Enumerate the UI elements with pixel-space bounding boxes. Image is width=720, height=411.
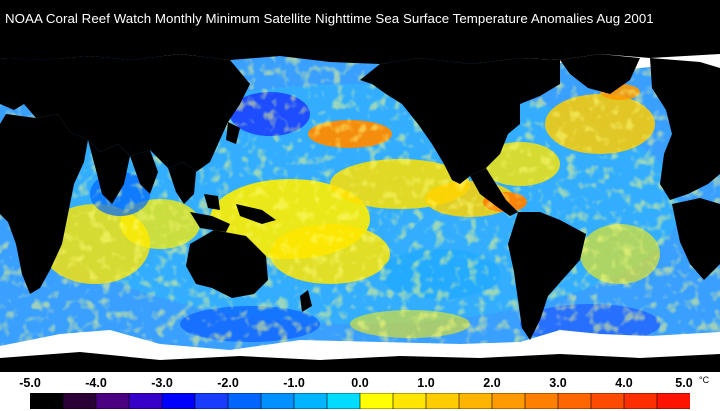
legend-unit: °C xyxy=(699,375,710,385)
legend-tick: -2.0 xyxy=(217,376,239,390)
legend-swatch xyxy=(590,393,625,409)
legend-tick: 5.0 xyxy=(675,376,693,390)
legend-tick: 3.0 xyxy=(549,376,567,390)
legend-swatch xyxy=(656,393,690,409)
legend-tick: 1.0 xyxy=(417,376,435,390)
legend-swatch xyxy=(194,393,229,409)
legend-swatch xyxy=(326,393,361,409)
legend-swatch xyxy=(491,393,526,409)
legend-colorbar xyxy=(30,393,690,409)
map-title: NOAA Coral Reef Watch Monthly Minimum Sa… xyxy=(5,11,654,26)
legend-swatch xyxy=(293,393,328,409)
legend-tick: -4.0 xyxy=(85,376,107,390)
legend-tick: 0.0 xyxy=(351,376,369,390)
legend-swatch xyxy=(227,393,262,409)
legend-swatch xyxy=(359,393,394,409)
legend-swatch xyxy=(524,393,559,409)
legend-tick: 4.0 xyxy=(615,376,633,390)
legend-tick: -1.0 xyxy=(283,376,305,390)
legend-swatch xyxy=(260,393,295,409)
legend-tick: -3.0 xyxy=(151,376,173,390)
legend-swatch xyxy=(458,393,493,409)
legend-swatch xyxy=(623,393,658,409)
legend-swatch xyxy=(557,393,592,409)
legend-swatch xyxy=(128,393,163,409)
legend-swatch xyxy=(95,393,130,409)
legend-swatch xyxy=(392,393,427,409)
legend-swatch xyxy=(161,393,196,409)
title-bar: NOAA Coral Reef Watch Monthly Minimum Sa… xyxy=(0,0,720,44)
legend-swatch xyxy=(62,393,97,409)
legend-tick: -5.0 xyxy=(19,376,41,390)
legend-swatch xyxy=(425,393,460,409)
sst-anomaly-map xyxy=(0,44,720,372)
legend-tick: 2.0 xyxy=(483,376,501,390)
color-legend: -5.0 -4.0 -3.0 -2.0 -1.0 0.0 1.0 2.0 3.0… xyxy=(0,372,720,411)
land xyxy=(0,44,720,372)
legend-swatch xyxy=(30,393,64,409)
